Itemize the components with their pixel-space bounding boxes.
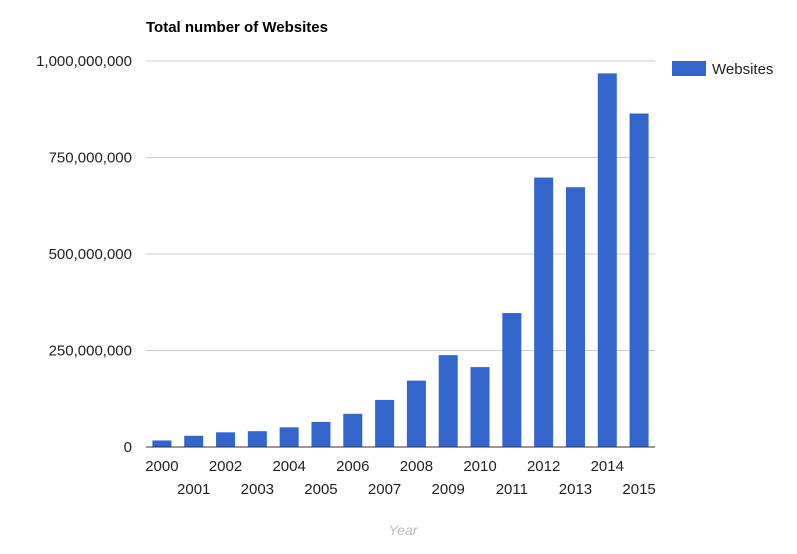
x-tick-label: 2008 xyxy=(400,458,433,475)
bar-2011 xyxy=(502,313,522,447)
y-tick-label: 0 xyxy=(124,439,132,456)
x-tick-label: 2004 xyxy=(272,458,305,475)
bar-2004 xyxy=(279,427,299,447)
bar-2014 xyxy=(597,73,617,448)
bar-2002 xyxy=(216,432,236,447)
x-tick-label: 2013 xyxy=(559,481,592,498)
y-axis-tick-labels: 0 250,000,000 500,000,000 750,000,000 1,000,… xyxy=(36,53,132,456)
x-tick-label: 2001 xyxy=(177,481,210,498)
x-tick-label: 2010 xyxy=(463,458,496,475)
bar-2001 xyxy=(184,435,204,447)
y-tick-label: 750,000,000 xyxy=(49,150,132,167)
legend[interactable]: Websites xyxy=(672,61,773,78)
x-axis-title: Year xyxy=(389,522,419,538)
legend-swatch xyxy=(672,61,706,76)
x-tick-label: 2007 xyxy=(368,481,401,498)
bar-2010 xyxy=(470,367,490,447)
legend-label: Websites xyxy=(712,61,773,78)
bar-2007 xyxy=(375,399,395,447)
x-tick-label: 2011 xyxy=(496,481,528,498)
bar-2005 xyxy=(311,421,331,447)
x-tick-label: 2002 xyxy=(209,458,242,475)
x-tick-label: 2005 xyxy=(304,481,337,498)
bar-2008 xyxy=(406,380,426,447)
x-tick-label: 2015 xyxy=(622,481,655,498)
bar-2009 xyxy=(438,355,458,447)
bar-2000 xyxy=(152,440,172,447)
x-tick-label: 2006 xyxy=(336,458,369,475)
x-tick-label: 2000 xyxy=(145,458,178,475)
y-tick-label: 250,000,000 xyxy=(49,343,132,360)
chart-title: Total number of Websites xyxy=(146,19,328,36)
bar-2003 xyxy=(247,431,267,447)
y-tick-label: 1,000,000,000 xyxy=(36,53,132,70)
x-axis-tick-labels: 2000 2001 2002 2003 2004 2005 2006 2007 2008 2009… xyxy=(145,458,656,498)
bars xyxy=(152,73,649,448)
bar-2015 xyxy=(629,113,649,447)
x-tick-label: 2012 xyxy=(527,458,560,475)
bar-2012 xyxy=(534,177,554,447)
bar-2013 xyxy=(565,187,585,448)
x-tick-label: 2014 xyxy=(591,458,624,475)
bar-2006 xyxy=(343,413,363,447)
x-tick-label: 2003 xyxy=(241,481,274,498)
y-tick-label: 500,000,000 xyxy=(49,246,132,263)
x-tick-label: 2009 xyxy=(432,481,465,498)
